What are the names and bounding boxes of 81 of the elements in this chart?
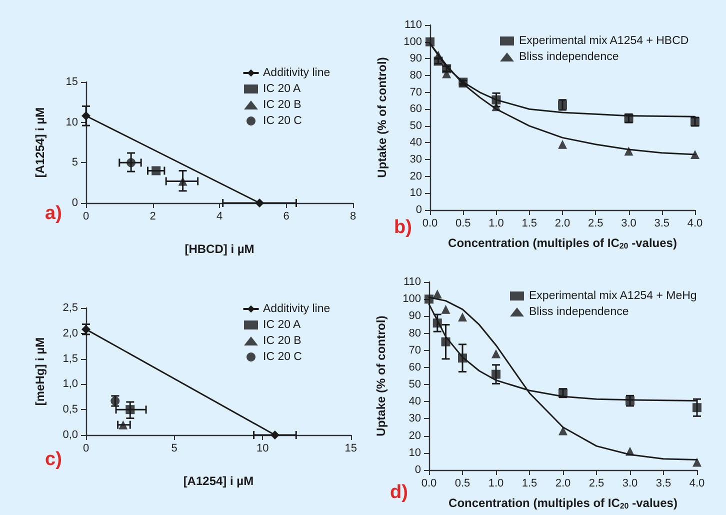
text: a) xyxy=(45,203,62,224)
x-tick-label: 0.0 xyxy=(422,218,438,230)
y-tick-label: 0,0 xyxy=(62,429,78,441)
legend-label: IC 20 C xyxy=(263,351,302,363)
y-tick-label: 110 xyxy=(404,19,422,31)
text: b) xyxy=(394,217,412,238)
x-tick-label: 1.0 xyxy=(488,218,504,230)
y-tick-label: 70 xyxy=(408,344,421,356)
y-tick-label: 0,5 xyxy=(62,404,78,416)
x-tick-label: 0.0 xyxy=(421,478,437,490)
legend-label: IC 20 A xyxy=(263,83,302,95)
x-tick-label: 10 xyxy=(256,442,269,454)
y-tick-label: 10 xyxy=(410,187,422,200)
x-tick-label: 1.5 xyxy=(522,218,538,230)
x-tick-label: 6 xyxy=(283,210,290,222)
y-tick-label: 2,5 xyxy=(62,302,78,314)
legend-label: Bliss independence xyxy=(519,51,619,63)
y-tick-label: 80 xyxy=(410,69,422,82)
x-tick-label: 2 xyxy=(150,210,156,222)
x-tick-label: 4.0 xyxy=(687,218,703,230)
x-tick-label: 0.5 xyxy=(455,218,471,230)
y-tick-label: 90 xyxy=(408,310,421,322)
x-tick-label: 5 xyxy=(171,442,178,454)
x-tick-label: 4 xyxy=(216,210,223,222)
legend-label: Additivity line xyxy=(263,303,330,315)
y-tick-label: 100 xyxy=(402,293,421,306)
legend-label: Experimental mix A1254 + HBCD xyxy=(519,35,689,47)
legend-label: Experimental mix A1254 + MeHg xyxy=(529,290,697,302)
legend-label: IC 20 B xyxy=(263,335,302,347)
x-tick-label: 1.0 xyxy=(488,478,504,490)
y-tick-label: 50 xyxy=(408,378,421,391)
legend-label: Bliss independence xyxy=(529,306,629,318)
x-tick-label: 3.5 xyxy=(656,478,672,490)
x-tick-label: 0.5 xyxy=(454,478,470,490)
x-axis-title: [A1254] i µM xyxy=(183,474,254,488)
y-tick-label: 0 xyxy=(414,464,421,476)
y-tick-label: 60 xyxy=(410,103,422,116)
legend-label: Additivity line xyxy=(263,67,330,79)
y-axis-title: [meHg] i µM xyxy=(33,337,47,406)
x-tick-label: 0 xyxy=(82,210,90,222)
y-tick-label: 1,5 xyxy=(62,352,78,365)
y-tick-label: 110 xyxy=(403,276,421,288)
x-tick-label: 4.0 xyxy=(689,478,705,490)
y-tick-label: 1,0 xyxy=(62,378,78,390)
x-tick-label: 1.5 xyxy=(522,478,538,490)
x-tick-label: 2.0 xyxy=(555,478,571,490)
legend-label: IC 20 A xyxy=(263,319,302,331)
text: d) xyxy=(390,482,408,503)
x-tick-label: 3.5 xyxy=(654,218,670,230)
text: c) xyxy=(45,449,62,470)
y-tick-label: 60 xyxy=(408,361,421,374)
y-tick-label: 20 xyxy=(410,170,422,182)
y-tick-label: 0 xyxy=(72,197,78,209)
y-tick-label: 30 xyxy=(410,154,422,166)
x-tick-label: 15 xyxy=(344,442,358,454)
x-axis-title: [HBCD] i µM xyxy=(184,242,254,256)
legend-label: IC 20 C xyxy=(263,115,302,127)
x-tick-label: 2.5 xyxy=(588,218,604,230)
x-tick-label: 2.0 xyxy=(554,218,570,230)
y-axis-title: [A1254] i µM xyxy=(33,107,47,178)
y-tick-label: 5 xyxy=(72,156,78,169)
legend-label: IC 20 B xyxy=(263,99,302,111)
x-tick-label: 3.0 xyxy=(622,478,638,490)
y-tick-label: 70 xyxy=(410,86,422,98)
x-tick-label: 0 xyxy=(82,442,90,454)
x-tick-label: 3.0 xyxy=(621,218,636,230)
y-tick-label: 30 xyxy=(408,412,421,425)
y-axis-title: Uptake (% of control) xyxy=(375,57,389,178)
y-tick-label: 10 xyxy=(66,116,78,128)
y-tick-label: 80 xyxy=(408,327,421,340)
x-tick-label: 8 xyxy=(350,210,356,222)
y-tick-label: 40 xyxy=(410,136,422,149)
y-tick-label: 2,0 xyxy=(62,327,78,340)
y-tick-label: 20 xyxy=(408,430,421,442)
y-axis-title: Uptake (% of control) xyxy=(374,316,388,436)
y-tick-label: 40 xyxy=(408,396,421,408)
y-tick-label: 50 xyxy=(410,120,422,132)
y-tick-label: 15 xyxy=(66,76,78,88)
y-tick-label: 100 xyxy=(404,36,422,48)
y-tick-label: 90 xyxy=(410,52,422,65)
x-tick-label: 2.5 xyxy=(588,478,604,490)
